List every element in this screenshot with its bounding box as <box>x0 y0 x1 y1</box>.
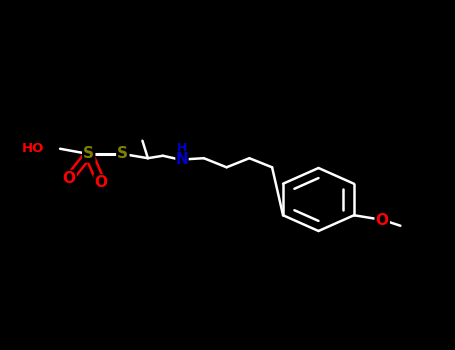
Text: N: N <box>176 152 188 167</box>
Text: H: H <box>177 142 187 155</box>
Text: S: S <box>117 147 128 161</box>
Text: O: O <box>95 175 107 190</box>
Text: S: S <box>83 147 94 161</box>
Text: O: O <box>63 171 76 186</box>
Text: HO: HO <box>22 142 45 155</box>
Text: O: O <box>376 213 389 228</box>
